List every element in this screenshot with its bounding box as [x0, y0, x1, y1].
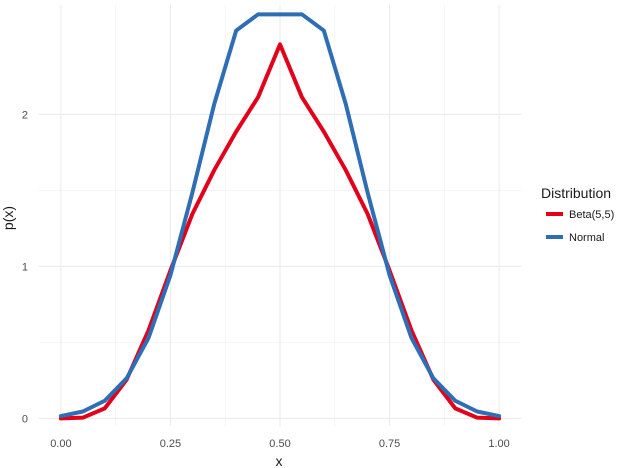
legend-label-beta: Beta(5,5) — [569, 209, 614, 221]
legend-title: Distribution — [541, 185, 611, 201]
x-tick-label-0: 0.00 — [50, 438, 71, 450]
legend-label-normal: Normal — [569, 232, 604, 244]
y-axis-title: p(x) — [0, 206, 16, 230]
y-tick-label-2: 2 — [22, 109, 28, 121]
x-tick-label-2: 0.50 — [269, 438, 290, 450]
series-lines — [58, 12, 502, 421]
x-tick-label-4: 1.00 — [488, 438, 509, 450]
x-tick-label-1: 0.25 — [160, 438, 181, 450]
series-line-normal — [58, 12, 502, 419]
x-tick-labels: 0.00 0.25 0.50 0.75 1.00 — [50, 438, 510, 450]
grid-major — [39, 5, 521, 426]
y-tick-label-1: 1 — [22, 261, 28, 273]
y-tick-label-0: 0 — [22, 413, 28, 425]
y-tick-labels: 0 1 2 — [22, 109, 28, 425]
x-axis-title: x — [276, 453, 283, 468]
x-tick-label-3: 0.75 — [379, 438, 400, 450]
legend: Distribution Beta(5,5) Normal — [541, 185, 614, 244]
